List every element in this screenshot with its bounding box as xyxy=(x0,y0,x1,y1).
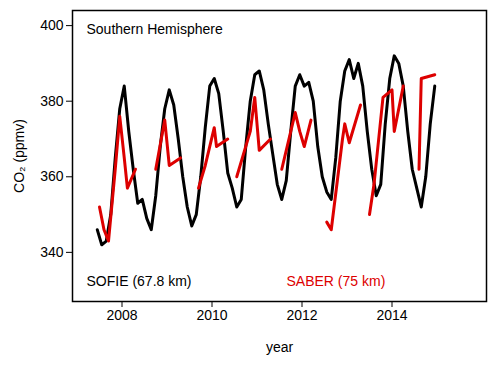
svg-text:2014: 2014 xyxy=(376,307,407,323)
svg-text:CO₂ (ppmv): CO₂ (ppmv) xyxy=(11,119,27,193)
svg-text:340: 340 xyxy=(40,244,64,260)
svg-text:year: year xyxy=(266,339,294,355)
svg-text:360: 360 xyxy=(40,168,64,184)
svg-text:SABER (75 km): SABER (75 km) xyxy=(287,273,386,289)
svg-text:2012: 2012 xyxy=(286,307,317,323)
svg-text:2010: 2010 xyxy=(196,307,227,323)
svg-text:2008: 2008 xyxy=(106,307,137,323)
svg-text:Southern Hemisphere: Southern Hemisphere xyxy=(87,21,223,37)
svg-text:400: 400 xyxy=(40,17,64,33)
svg-text:380: 380 xyxy=(40,93,64,109)
svg-text:SOFIE (67.8 km): SOFIE (67.8 km) xyxy=(87,273,192,289)
